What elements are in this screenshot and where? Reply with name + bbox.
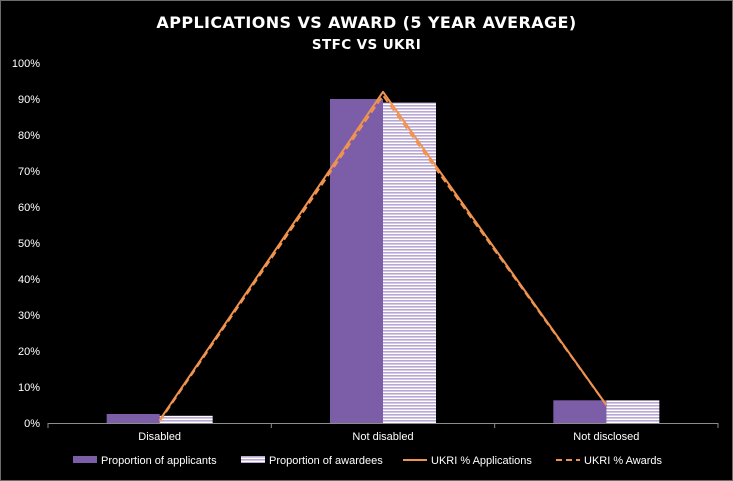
y-tick-label: 60% [18,202,40,214]
y-tick-label: 70% [18,166,40,178]
x-tick-label: Disabled [138,431,181,443]
bar [330,99,383,423]
bar [159,415,213,423]
axes-group: 0% 10% 20% 30% 40% 50% 60% 70% 80% 90% 100% Disable… [12,58,719,443]
series-line [158,94,608,422]
legend-label: Proportion of applicants [101,455,217,467]
chart-title: APPLICATIONS VS AWARD (5 YEAR AVERAGE) [156,13,577,32]
bar [106,414,160,423]
legend-label: UKRI % Awards [584,455,663,467]
chart-subtitle: STFC VS UKRI [311,37,422,53]
y-tick-label: 90% [18,94,40,106]
y-tick-label: 40% [18,274,40,286]
x-tick-label: Not disabled [352,431,413,443]
lines-group [158,90,608,422]
y-tick-label: 80% [18,130,40,142]
legend-swatch [241,456,265,463]
legend-swatch [73,456,97,463]
x-tick-label: Not disclosed [573,431,639,443]
y-tick-label: 50% [18,238,40,250]
bar [606,400,660,423]
bar [553,400,607,423]
y-tick-label: 30% [18,310,40,322]
legend-label: UKRI % Applications [431,455,532,467]
y-tick-label: 10% [18,382,40,394]
y-tick-label: 0% [24,418,40,430]
legend-group: Proportion of applicants Proportion of aw… [73,455,663,467]
series-line [158,90,608,421]
bars-group [106,99,660,423]
legend-label: Proportion of awardees [269,455,383,467]
bar [383,102,436,423]
y-tick-label: 20% [18,346,40,358]
y-tick-label: 100% [12,58,40,70]
